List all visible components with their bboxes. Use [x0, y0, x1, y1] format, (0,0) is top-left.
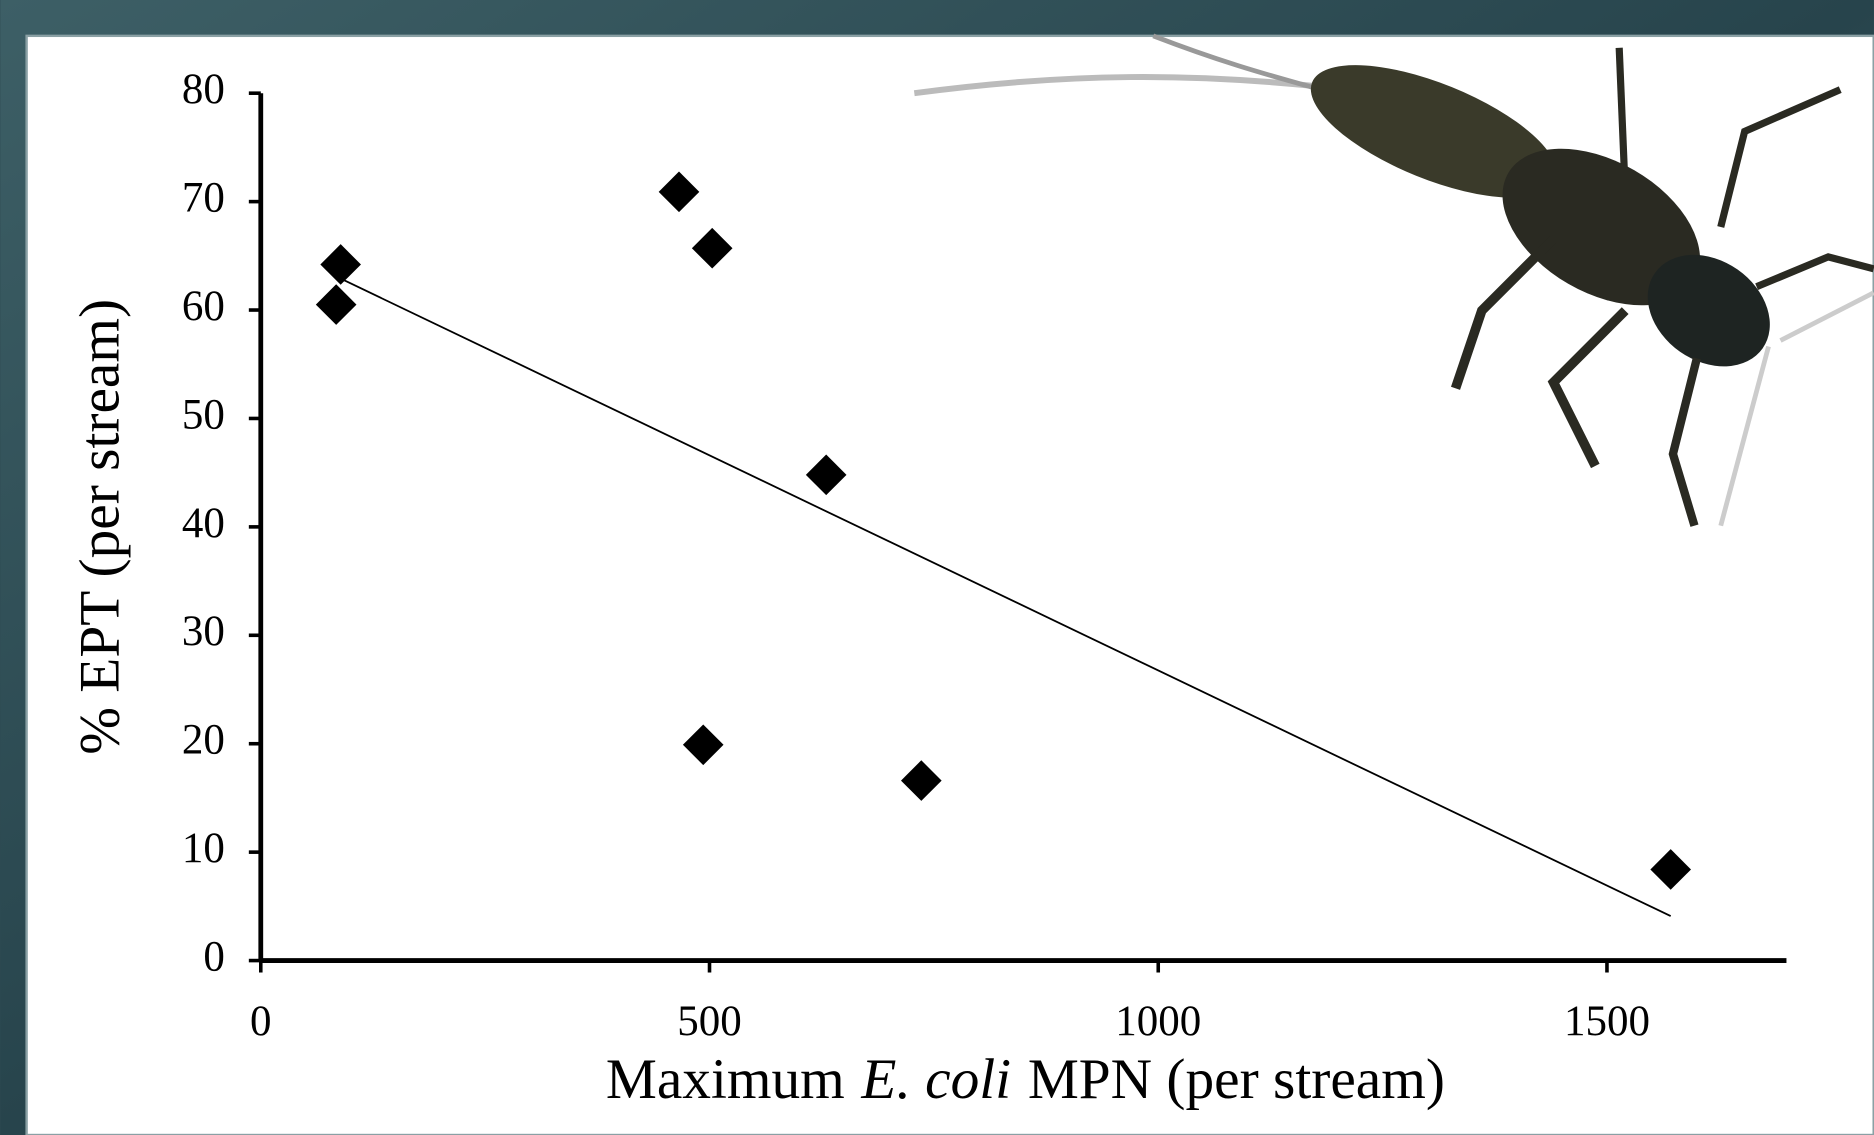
point	[691, 227, 733, 269]
x-tick-label: 0	[250, 998, 272, 1045]
point	[682, 724, 724, 766]
y-tick-label: 0	[203, 933, 225, 980]
y-tick-label: 60	[182, 283, 225, 330]
y-axis-title: % EPT (per stream)	[69, 299, 132, 755]
x-axis-title-part: MPN (per stream)	[1028, 1048, 1445, 1111]
y-tick-label: 30	[182, 608, 225, 655]
y-tick-label: 80	[182, 66, 225, 113]
y-tick-label: 70	[182, 174, 225, 221]
x-tick-label: 500	[677, 998, 742, 1045]
x-tick-label: 1500	[1564, 998, 1650, 1045]
point	[315, 284, 357, 325]
x-axis-title-part: E. coli	[860, 1048, 1011, 1111]
y-tick-label: 40	[182, 500, 225, 547]
x-axis-title-part: Maximum	[606, 1048, 845, 1111]
x-tick-label: 1000	[1115, 998, 1201, 1045]
y-tick-label: 10	[182, 825, 225, 872]
insect-photo	[913, 33, 1874, 527]
y-tick-label: 20	[182, 717, 225, 764]
point	[805, 454, 847, 496]
point	[900, 760, 942, 801]
trendline	[340, 277, 1672, 917]
x-axis-title: Maximum E. coli MPN (per stream)	[606, 1048, 1445, 1111]
y-tick-label: 50	[182, 391, 225, 438]
point	[658, 171, 700, 213]
point	[320, 244, 361, 285]
plot: 0 10 20 30 40 50 60 70 80 0 500 1000 1500	[182, 66, 1787, 1045]
point	[1650, 849, 1691, 890]
